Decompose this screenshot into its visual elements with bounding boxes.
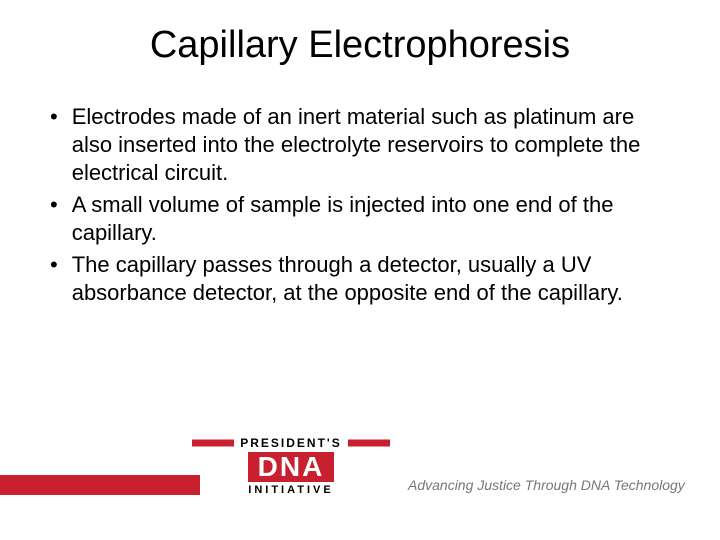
- bullet-item: • Electrodes made of an inert material s…: [50, 103, 670, 187]
- logo: PRESIDENT'S DNA INITIATIVE: [200, 436, 382, 508]
- logo-top-text: PRESIDENT'S: [240, 436, 342, 450]
- logo-bottom-text: INITIATIVE: [248, 484, 333, 496]
- bullet-marker: •: [50, 103, 58, 187]
- bullet-marker: •: [50, 191, 58, 247]
- logo-dna-text: DNA: [248, 452, 335, 482]
- red-bar-left: [0, 475, 200, 495]
- content-area: • Electrodes made of an inert material s…: [0, 75, 720, 307]
- bullet-item: • A small volume of sample is injected i…: [50, 191, 670, 247]
- bullet-item: • The capillary passes through a detecto…: [50, 251, 670, 307]
- bullet-text: A small volume of sample is injected int…: [72, 191, 670, 247]
- slide-title: Capillary Electrophoresis: [0, 0, 720, 75]
- bullet-text: The capillary passes through a detector,…: [72, 251, 670, 307]
- footer: PRESIDENT'S DNA INITIATIVE Advancing Jus…: [0, 462, 720, 508]
- tagline: Advancing Justice Through DNA Technology: [408, 477, 685, 493]
- slide-container: Capillary Electrophoresis • Electrodes m…: [0, 0, 720, 540]
- bullet-marker: •: [50, 251, 58, 307]
- bullet-text: Electrodes made of an inert material suc…: [72, 103, 670, 187]
